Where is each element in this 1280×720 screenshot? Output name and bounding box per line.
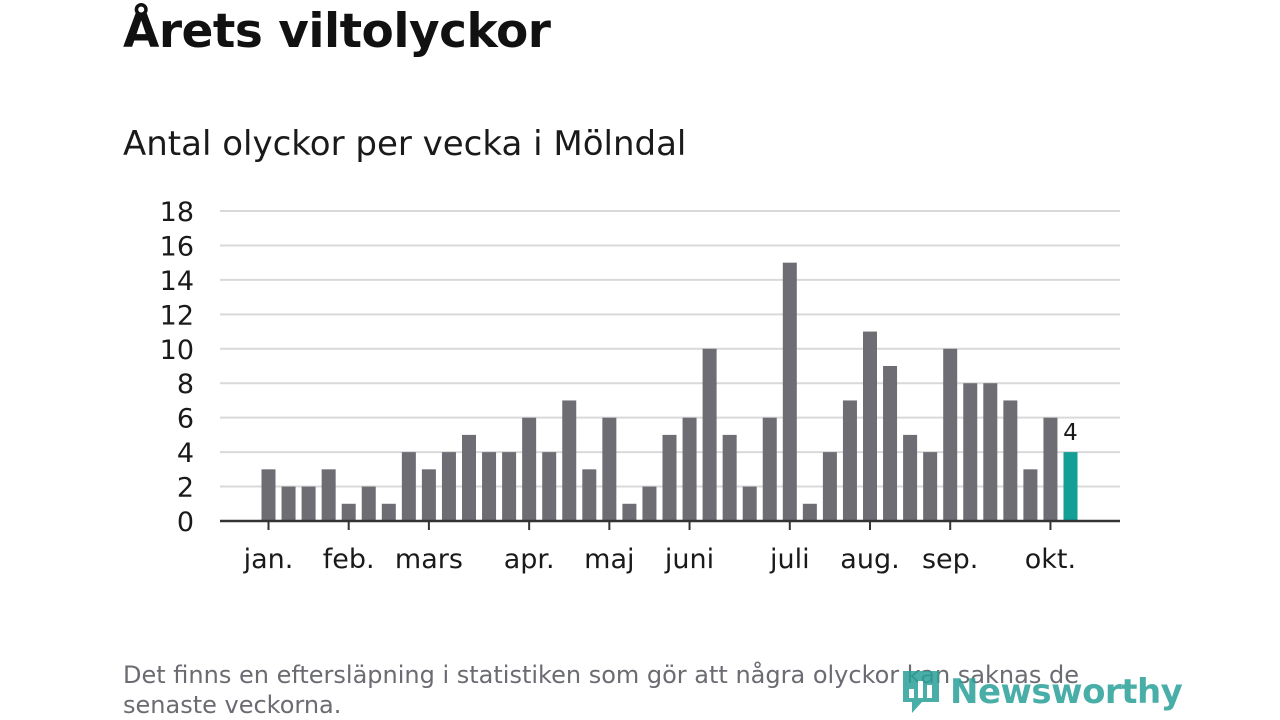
bar-week-11 xyxy=(462,434,476,521)
bar-week-35 xyxy=(943,348,958,521)
bar-week-12 xyxy=(482,452,497,521)
bar-week-8 xyxy=(401,452,416,521)
bar-week-26 xyxy=(762,417,777,521)
bar-week-3 xyxy=(301,486,316,521)
x-axis: jan. feb. mars apr. maj juni juli aug. sep. okt. xyxy=(220,519,1120,575)
bar-week-17 xyxy=(582,469,597,521)
bar-week-16 xyxy=(562,400,577,521)
bar-week-15 xyxy=(542,452,557,521)
bar-week-10 xyxy=(441,452,456,521)
bar-week-7 xyxy=(381,503,396,521)
x-tick-label: okt. xyxy=(1025,544,1076,575)
bar-week-5 xyxy=(341,503,356,521)
bar-week-31 xyxy=(863,331,877,521)
brand-logo[interactable]: Newsworthy xyxy=(900,668,1183,716)
bar-week-37 xyxy=(983,383,998,521)
bar-week-13 xyxy=(502,452,517,521)
brand-name: Newsworthy xyxy=(950,672,1183,712)
x-tick-label: jan. xyxy=(243,544,294,575)
bar-week-20 xyxy=(642,486,657,521)
y-tick-label: 10 xyxy=(160,335,194,366)
bar-week-29 xyxy=(822,452,837,521)
bar-week-41 xyxy=(1063,452,1078,521)
x-tick-label: sep. xyxy=(922,544,978,575)
y-tick-label: 16 xyxy=(160,231,194,262)
data-labels: 4 xyxy=(1063,420,1078,446)
y-tick-label: 14 xyxy=(160,266,194,297)
bar-week-21 xyxy=(662,434,677,521)
data-label-last-week: 4 xyxy=(1063,420,1078,446)
bar-week-14 xyxy=(522,417,537,521)
bar-week-28 xyxy=(802,503,817,521)
y-tick-label: 0 xyxy=(177,507,194,538)
y-tick-label: 2 xyxy=(177,473,194,504)
newsworthy-logo-icon xyxy=(903,671,939,713)
y-tick-label: 8 xyxy=(177,369,194,400)
bar-week-33 xyxy=(903,434,918,521)
x-tick-label: feb. xyxy=(323,544,375,575)
bar-week-18 xyxy=(602,417,617,521)
x-tick-label: maj xyxy=(584,544,634,575)
chart-subtitle: Antal olyckor per vecka i Mölndal xyxy=(123,124,687,164)
bar-week-4 xyxy=(321,469,336,521)
bar-week-38 xyxy=(1003,400,1018,521)
y-tick-label: 4 xyxy=(177,438,194,469)
bar-week-24 xyxy=(722,434,737,521)
x-tick-label: juli xyxy=(769,544,810,575)
bar-week-27 xyxy=(782,262,797,521)
bar-week-2 xyxy=(281,486,296,521)
bar-week-25 xyxy=(742,486,757,521)
x-tick-label: juni xyxy=(664,544,714,575)
bar-week-32 xyxy=(883,366,898,521)
bar-week-9 xyxy=(421,469,436,521)
x-tick-label: mars xyxy=(395,544,463,575)
bar-week-22 xyxy=(682,417,697,521)
bar-week-36 xyxy=(963,383,978,521)
bars xyxy=(261,262,1078,521)
bar-week-40 xyxy=(1043,417,1058,521)
chart-title: Årets viltolyckor xyxy=(123,4,551,59)
bar-week-30 xyxy=(842,400,857,521)
bar-week-39 xyxy=(1023,469,1038,521)
y-tick-label: 12 xyxy=(160,300,194,331)
bar-week-23 xyxy=(702,348,717,521)
bar-week-1 xyxy=(261,469,276,521)
x-tick-label: apr. xyxy=(504,544,555,575)
x-tick-label: aug. xyxy=(840,544,899,575)
bar-week-34 xyxy=(923,452,938,521)
y-tick-label: 18 xyxy=(160,197,194,228)
y-tick-label: 6 xyxy=(177,404,194,435)
bar-week-6 xyxy=(361,486,376,521)
bar-week-19 xyxy=(622,503,637,521)
